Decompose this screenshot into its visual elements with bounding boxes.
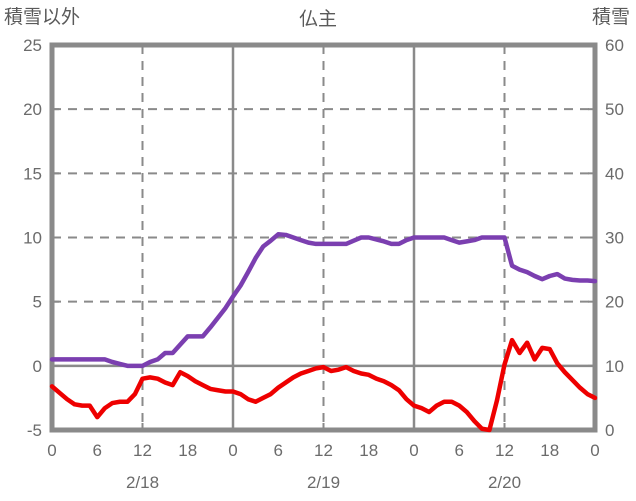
right-tick-label: 50	[605, 100, 624, 119]
left-tick-label: 20	[23, 100, 42, 119]
x-tick-label: 12	[133, 441, 152, 460]
date-label: 2/18	[126, 473, 159, 492]
gridlines	[52, 45, 595, 430]
left-axis-title: 積雪以外	[4, 7, 81, 28]
right-tick-label: 40	[605, 164, 624, 183]
x-tick-label: 18	[178, 441, 197, 460]
right-axis-title: 積雪	[591, 7, 630, 28]
x-tick-label: 18	[359, 441, 378, 460]
left-tick-label: 5	[33, 293, 42, 312]
axis-frame	[49, 42, 598, 433]
date-label: 2/20	[488, 473, 521, 492]
x-tick-label: 0	[409, 441, 418, 460]
x-tick-label: 0	[47, 441, 56, 460]
x-tick-label: 6	[455, 441, 464, 460]
x-tick-label: 18	[540, 441, 559, 460]
x-tick-label: 6	[274, 441, 283, 460]
left-tick-label: 15	[23, 164, 42, 183]
right-tick-label: 60	[605, 36, 624, 55]
left-tick-label: 25	[23, 36, 42, 55]
right-tick-label: 30	[605, 229, 624, 248]
series-line-snow-depth	[49, 232, 598, 369]
right-tick-label: 0	[605, 421, 614, 440]
right-tick-label: 10	[605, 357, 624, 376]
x-tick-label: 0	[590, 441, 599, 460]
left-tick-label: 0	[33, 357, 42, 376]
x-tick-label: 0	[228, 441, 237, 460]
left-tick-label: -5	[27, 421, 42, 440]
left-tick-label: 10	[23, 229, 42, 248]
x-tick-label: 12	[314, 441, 333, 460]
x-tick-label: 6	[93, 441, 102, 460]
series-lines	[49, 232, 598, 433]
date-label: 2/19	[307, 473, 340, 492]
right-tick-label: 20	[605, 293, 624, 312]
chart-title: 仏主	[298, 9, 337, 30]
series-line-other	[49, 337, 598, 433]
x-tick-label: 12	[495, 441, 514, 460]
